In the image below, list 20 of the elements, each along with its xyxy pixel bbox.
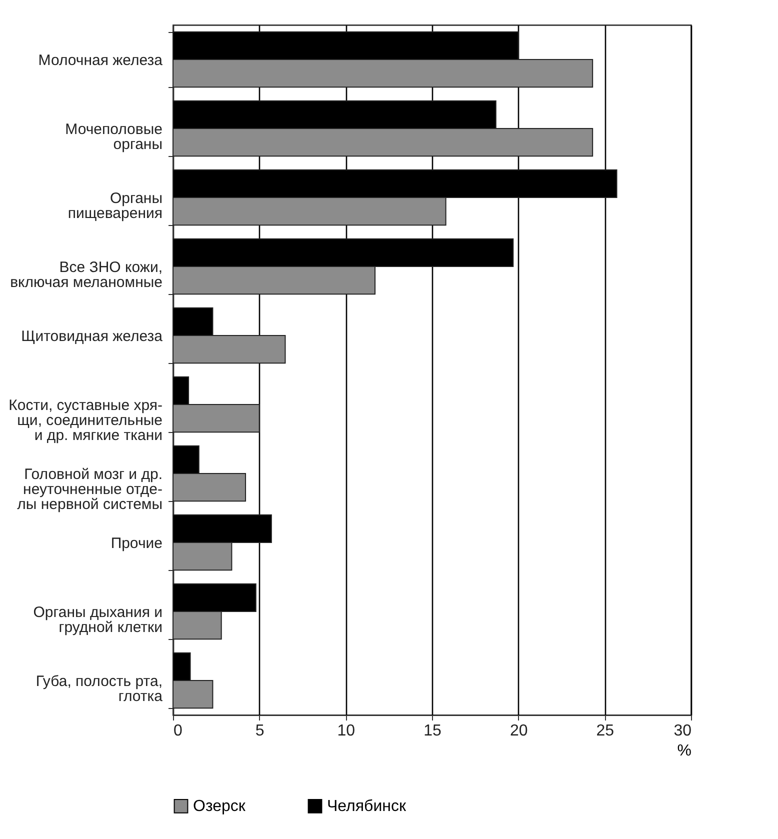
y-tick-label: Все ЗНО кожи, включая меланомные <box>10 259 162 291</box>
x-axis-title: % <box>677 742 692 760</box>
y-tick-label: Кости, суставные хря- щи, соединительные и др. мягкие ткани <box>8 397 163 444</box>
y-tick-label: Мочеполовые органы <box>65 121 162 153</box>
y-tick-label: Губа, полость рта, глотка <box>36 673 164 705</box>
y-tick-label: Органы пищеварения <box>68 190 162 222</box>
legend-label: Челябинск <box>327 798 407 816</box>
x-tick-label: 10 <box>337 722 356 740</box>
x-tick-label: 25 <box>596 722 614 740</box>
x-tick-label: 30 <box>674 722 692 740</box>
y-tick-label: Органы дыхания и грудной клетки <box>33 604 162 636</box>
x-tick-label: 0 <box>174 722 182 740</box>
y-tick-label: Щитовидная железа <box>21 328 164 345</box>
legend-label: Озерск <box>193 798 246 816</box>
x-tick-label: 15 <box>424 722 442 740</box>
y-tick-label: Головной мозг и др. неуточненные отде- лы нервной системы <box>17 466 162 513</box>
y-tick-label: Прочие <box>110 535 162 552</box>
x-tick-label: 5 <box>255 722 264 740</box>
x-tick-label: 20 <box>510 722 528 740</box>
y-tick-label: Молочная железа <box>38 52 164 69</box>
